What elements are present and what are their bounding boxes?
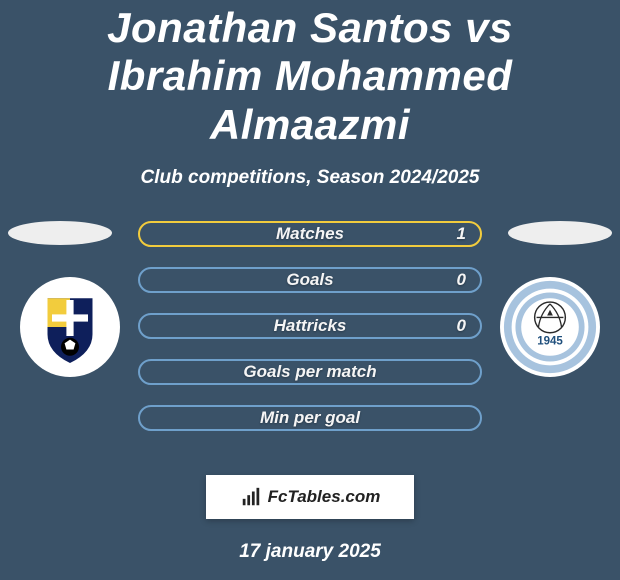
stat-label: Goals [286,270,333,290]
stat-label: Hattricks [274,316,347,336]
date-text: 17 january 2025 [0,541,620,563]
club-crest-left-svg [25,282,115,372]
club-crest-left [20,277,120,377]
stat-row: Hattricks 0 [138,313,482,339]
svg-text:1945: 1945 [537,335,563,347]
stat-value-right: 0 [457,316,466,336]
page-title: Jonathan Santos vs Ibrahim Mohammed Alma… [0,0,620,149]
stat-row: Goals 0 [138,267,482,293]
club-crest-right-svg: 1945 [502,279,598,375]
player-left-pill [8,221,112,245]
stat-row: Matches 1 [138,221,482,247]
stat-value-right: 1 [457,224,466,244]
player-right-pill [508,221,612,245]
stat-label: Matches [276,224,344,244]
compare-area: 1945 Matches 1 Goals 0 Hattricks 0 Goals… [0,221,620,461]
stat-label: Min per goal [260,408,360,428]
chart-icon [240,486,262,508]
brand-box: FcTables.com [206,475,414,519]
subtitle: Club competitions, Season 2024/2025 [0,167,620,189]
stat-row: Min per goal [138,405,482,431]
club-crest-right: 1945 [500,277,600,377]
stat-row: Goals per match [138,359,482,385]
stat-value-right: 0 [457,270,466,290]
brand-text: FcTables.com [268,487,381,507]
stats-list: Matches 1 Goals 0 Hattricks 0 Goals per … [138,221,482,451]
stat-label: Goals per match [243,362,376,382]
